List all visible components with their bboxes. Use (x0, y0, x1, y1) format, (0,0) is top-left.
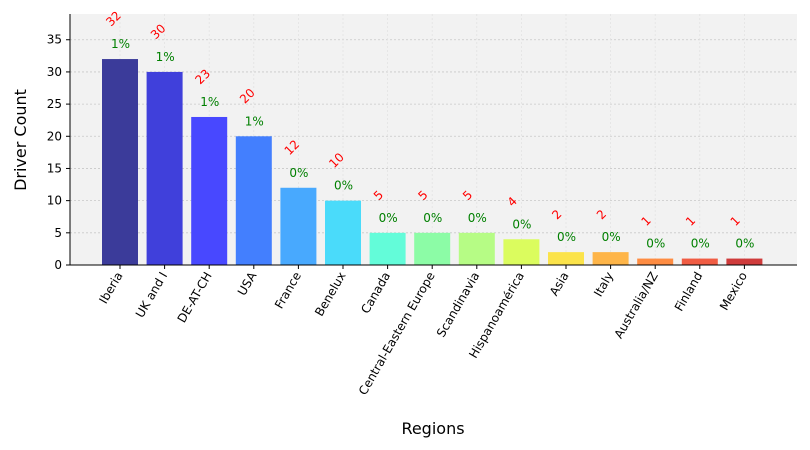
percent-label: 1% (245, 114, 264, 128)
x-ticks: Iberia UK and I DE-AT-CH USA France Benelux Ca… (96, 265, 750, 397)
x-tick-label: USA (235, 269, 260, 298)
bar (191, 116, 228, 265)
y-axis-title: Driver Count (11, 89, 30, 191)
x-tick-label: Canada (358, 270, 393, 317)
x-tick-label: UK and I (133, 270, 170, 321)
x-axis-title: Regions (401, 419, 464, 438)
x-tick-label: Finland (672, 270, 706, 314)
y-tick-label: 25 (47, 97, 62, 111)
bar (726, 258, 763, 265)
bar (503, 239, 540, 265)
bar (458, 232, 495, 265)
bar (280, 187, 317, 265)
percent-label: 0% (379, 211, 398, 225)
percent-label: 0% (512, 217, 531, 231)
y-tick-label: 0 (54, 258, 62, 272)
x-tick-label: Benelux (312, 270, 348, 319)
percent-label: 0% (646, 237, 665, 251)
percent-label: 0% (468, 211, 487, 225)
bar (325, 200, 361, 265)
bars (102, 59, 763, 265)
percent-label: 1% (200, 95, 219, 109)
percent-label: 0% (334, 179, 353, 193)
y-tick-label: 20 (47, 129, 62, 143)
percent-label: 1% (156, 50, 175, 64)
x-tick-label: Scandinavia (434, 270, 483, 340)
percent-label: 0% (423, 211, 442, 225)
percent-label: 1% (111, 37, 130, 51)
bar (637, 258, 674, 265)
bar (592, 252, 629, 265)
x-tick-label: Iberia (96, 270, 125, 307)
bar (414, 232, 451, 265)
x-tick-label: Central-Eastern Europe (356, 270, 438, 398)
percent-label: 0% (691, 237, 710, 251)
y-ticks: 0 5 10 15 20 25 30 35 (47, 33, 70, 272)
percent-label: 0% (557, 230, 576, 244)
x-tick-label: Mexico (717, 270, 750, 313)
percent-label: 0% (602, 230, 621, 244)
percent-label: 0% (289, 166, 308, 180)
x-tick-label: France (272, 270, 304, 312)
x-tick-label: Australia/NZ (612, 270, 661, 341)
y-tick-label: 35 (47, 33, 62, 47)
bar (102, 59, 138, 265)
y-tick-label: 5 (54, 226, 62, 240)
x-tick-label: Asia (547, 270, 572, 299)
percent-label: 0% (735, 237, 754, 251)
bar (235, 136, 272, 265)
y-tick-label: 10 (47, 194, 62, 208)
x-tick-label: Italy (591, 270, 616, 300)
bar (548, 252, 584, 265)
bar (369, 232, 406, 265)
plot-background (70, 14, 797, 265)
y-tick-label: 15 (47, 161, 62, 175)
bar (681, 258, 718, 265)
y-tick-label: 30 (47, 65, 62, 79)
x-tick-label: DE-AT-CH (175, 270, 215, 326)
bar (146, 71, 183, 265)
